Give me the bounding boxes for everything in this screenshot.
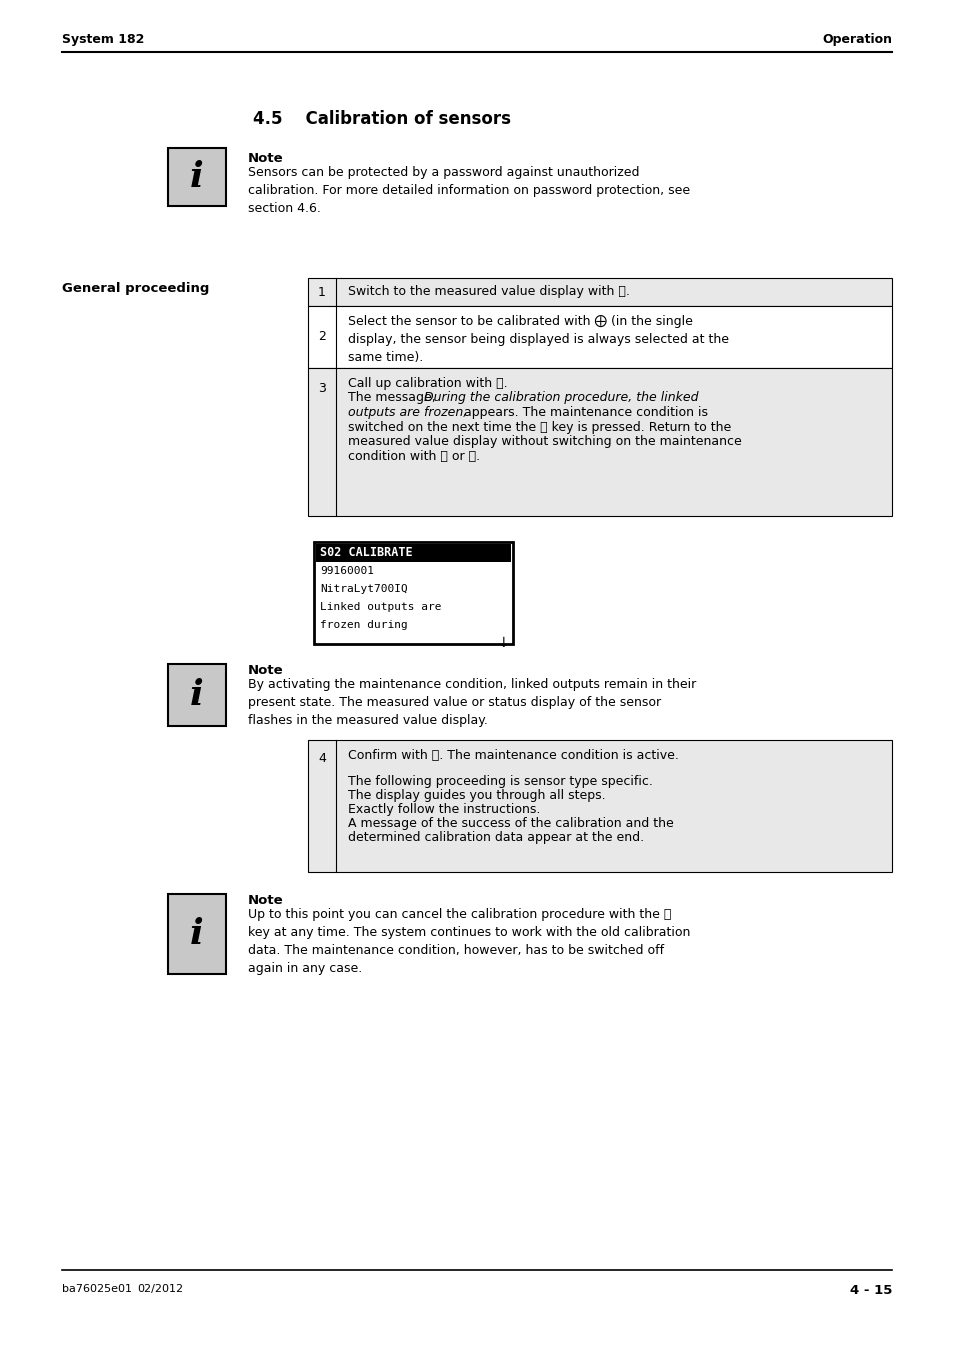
Text: outputs are frozen,: outputs are frozen,: [348, 406, 467, 418]
Text: The message,: The message,: [348, 392, 439, 405]
Bar: [308, 278, 891, 306]
Text: The following proceeding is sensor type specific.: The following proceeding is sensor type …: [348, 775, 652, 788]
Text: ↓: ↓: [497, 636, 508, 649]
Text: Sensors can be protected by a password against unauthorized
calibration. For mor: Sensors can be protected by a password a…: [248, 166, 689, 215]
Text: Note: Note: [248, 153, 283, 165]
Text: General proceeding: General proceeding: [62, 282, 209, 296]
Text: 3: 3: [317, 382, 326, 394]
Text: i: i: [190, 161, 204, 194]
Text: By activating the maintenance condition, linked outputs remain in their
present : By activating the maintenance condition,…: [248, 678, 696, 728]
Text: appears. The maintenance condition is: appears. The maintenance condition is: [459, 406, 707, 418]
Bar: [308, 369, 891, 516]
Text: Select the sensor to be calibrated with ⨁ (in the single
display, the sensor bei: Select the sensor to be calibrated with …: [348, 315, 728, 364]
Text: Note: Note: [248, 664, 283, 676]
Text: switched on the next time the ⒪ key is pressed. Return to the: switched on the next time the ⒪ key is p…: [348, 420, 731, 433]
Text: determined calibration data appear at the end.: determined calibration data appear at th…: [348, 832, 643, 844]
Bar: [315, 544, 511, 562]
Text: 4 - 15: 4 - 15: [849, 1284, 891, 1297]
Text: i: i: [190, 917, 204, 950]
Text: 1: 1: [317, 285, 326, 298]
Text: i: i: [190, 678, 204, 711]
Text: Call up calibration with Ⓒ.: Call up calibration with Ⓒ.: [348, 377, 507, 390]
Bar: [168, 664, 226, 726]
Text: frozen during: frozen during: [319, 620, 407, 630]
Text: measured value display without switching on the maintenance: measured value display without switching…: [348, 435, 741, 448]
Text: ba76025e01: ba76025e01: [62, 1284, 132, 1295]
Text: Up to this point you can cancel the calibration procedure with the Ⓔ
key at any : Up to this point you can cancel the cali…: [248, 909, 690, 975]
Text: 4.5    Calibration of sensors: 4.5 Calibration of sensors: [253, 109, 511, 128]
Bar: [315, 562, 511, 643]
Text: Operation: Operation: [821, 32, 891, 46]
Text: 99160001: 99160001: [319, 566, 374, 576]
Bar: [308, 740, 891, 872]
Text: NitraLyt700IQ: NitraLyt700IQ: [319, 585, 407, 594]
Text: condition with Ⓜ or Ⓔ.: condition with Ⓜ or Ⓔ.: [348, 450, 479, 463]
Text: Linked outputs are: Linked outputs are: [319, 602, 441, 612]
Text: During the calibration procedure, the linked: During the calibration procedure, the li…: [423, 392, 698, 405]
Bar: [308, 306, 891, 369]
Text: Note: Note: [248, 894, 283, 907]
Text: Confirm with ⒪. The maintenance condition is active.: Confirm with ⒪. The maintenance conditio…: [348, 749, 679, 761]
Text: The display guides you through all steps.: The display guides you through all steps…: [348, 788, 605, 802]
Bar: [168, 148, 226, 207]
Bar: [168, 894, 226, 973]
Text: Switch to the measured value display with Ⓜ.: Switch to the measured value display wit…: [348, 285, 629, 298]
Text: A message of the success of the calibration and the: A message of the success of the calibrat…: [348, 817, 673, 830]
Text: 4: 4: [317, 752, 326, 764]
Text: System 182: System 182: [62, 32, 144, 46]
Text: 02/2012: 02/2012: [137, 1284, 183, 1295]
Text: Exactly follow the instructions.: Exactly follow the instructions.: [348, 803, 539, 815]
Text: 2: 2: [317, 331, 326, 343]
Text: S02 CALIBRATE: S02 CALIBRATE: [319, 547, 413, 559]
Bar: [314, 541, 513, 644]
